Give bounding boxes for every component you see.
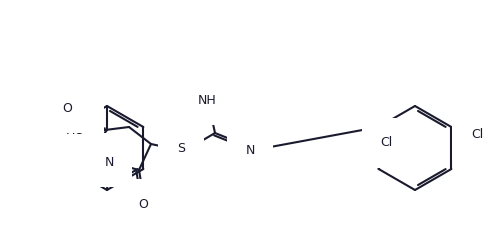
- Text: N: N: [245, 144, 255, 157]
- Text: O: O: [62, 102, 72, 114]
- Text: Cl: Cl: [380, 137, 393, 149]
- Text: O: O: [88, 152, 98, 164]
- Text: S: S: [177, 142, 185, 156]
- Text: HO: HO: [66, 124, 85, 137]
- Text: N: N: [104, 156, 114, 168]
- Text: O: O: [138, 197, 148, 211]
- Text: NH: NH: [198, 94, 216, 106]
- Text: Cl: Cl: [471, 129, 483, 141]
